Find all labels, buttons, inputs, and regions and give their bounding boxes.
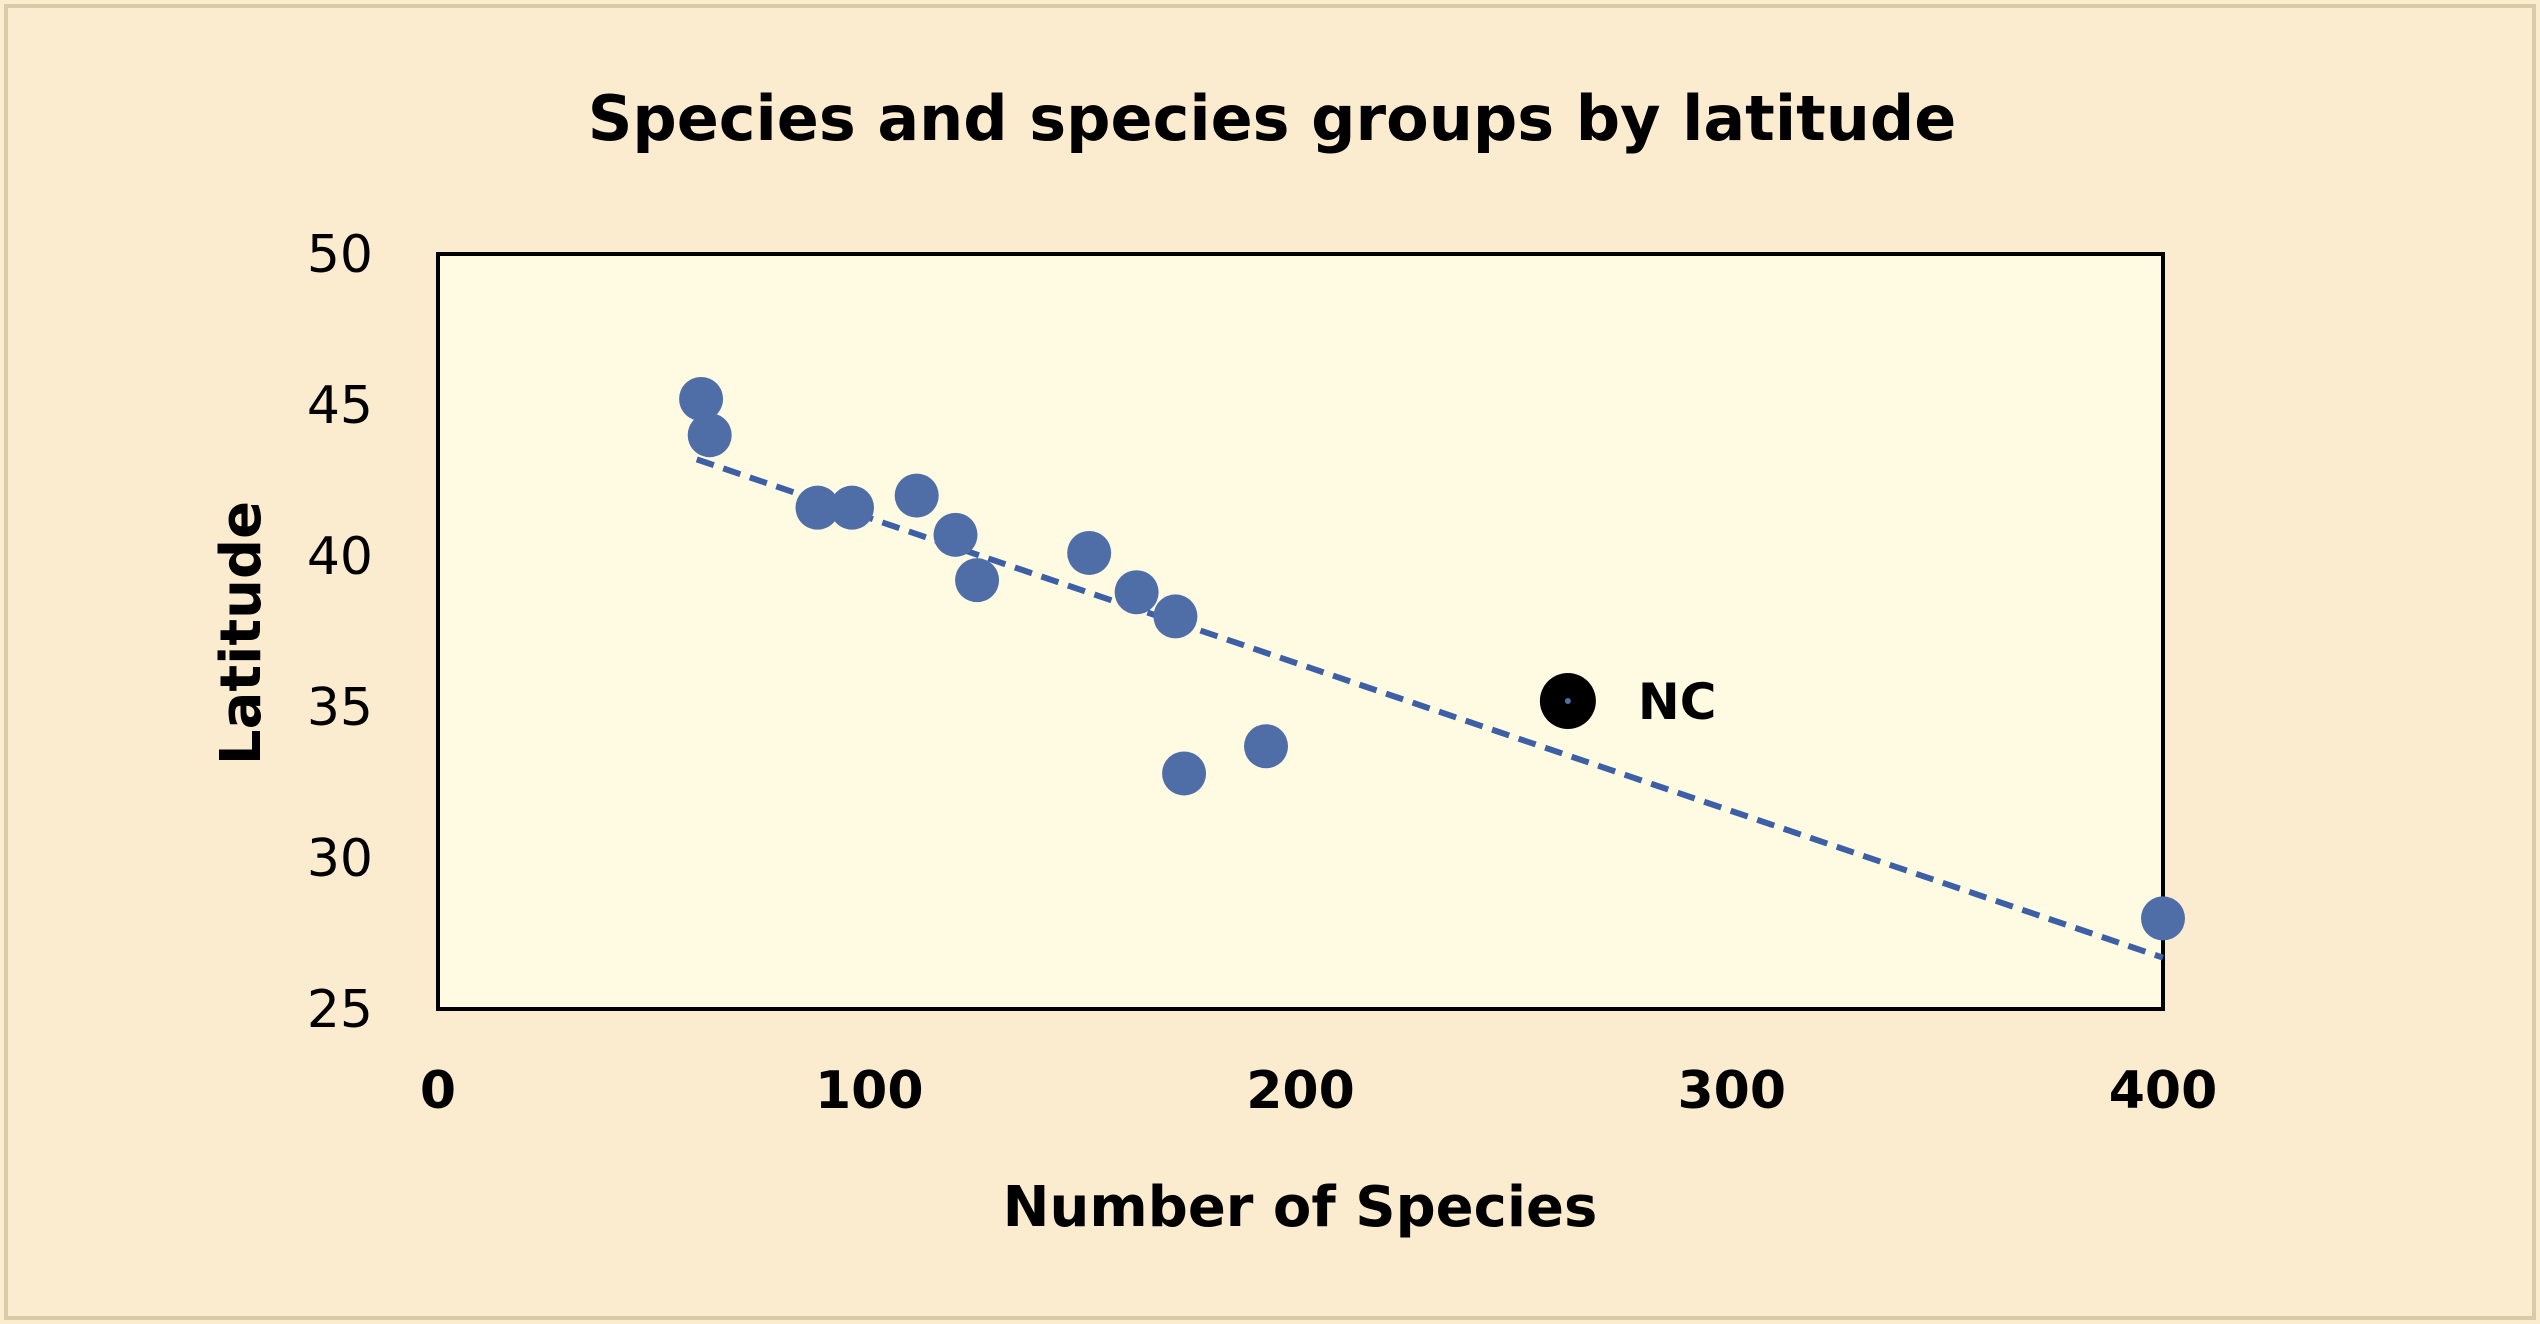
data-point xyxy=(1067,530,1112,575)
y-tick-label: 45 xyxy=(307,376,373,436)
chart: Species and species groups by latitude 5… xyxy=(209,82,2217,1240)
data-point xyxy=(2141,896,2185,941)
x-axis-label: Number of Species xyxy=(1003,1175,1598,1240)
data-point xyxy=(933,512,978,557)
data-point xyxy=(795,485,840,530)
data-point xyxy=(894,473,939,518)
x-tick-label: 200 xyxy=(1246,1061,1355,1121)
y-axis-ticks: 50 45 40 35 30 25 xyxy=(307,225,373,1040)
data-point xyxy=(1153,594,1198,639)
y-tick-label: 30 xyxy=(307,829,373,889)
x-tick-label: 400 xyxy=(2109,1061,2218,1121)
data-point xyxy=(830,485,874,530)
data-point xyxy=(1244,724,1288,769)
data-point xyxy=(955,558,1000,603)
data-point xyxy=(1162,751,1207,796)
chart-frame: Species and species groups by latitude 5… xyxy=(4,4,2536,1320)
data-point xyxy=(679,376,724,421)
highlight-layer: NC xyxy=(1539,672,1717,731)
x-axis-ticks: 0 100 200 300 400 xyxy=(420,1061,2217,1121)
y-tick-label: 35 xyxy=(307,678,373,738)
plot-area xyxy=(436,252,2165,1011)
x-tick-label: 300 xyxy=(1677,1061,1786,1121)
highlight-point-center xyxy=(1564,697,1571,704)
highlight-point-label: NC xyxy=(1638,673,1717,731)
chart-title: Species and species groups by latitude xyxy=(588,82,1957,155)
x-tick-label: 100 xyxy=(815,1061,924,1121)
y-tick-label: 50 xyxy=(307,225,373,285)
data-point xyxy=(687,413,732,458)
x-tick-label: 0 xyxy=(420,1061,456,1121)
points-layer xyxy=(679,376,2185,941)
y-tick-label: 25 xyxy=(307,980,373,1040)
y-tick-label: 40 xyxy=(307,527,373,587)
data-point xyxy=(1114,570,1159,615)
y-axis-label: Latitude xyxy=(209,501,274,765)
